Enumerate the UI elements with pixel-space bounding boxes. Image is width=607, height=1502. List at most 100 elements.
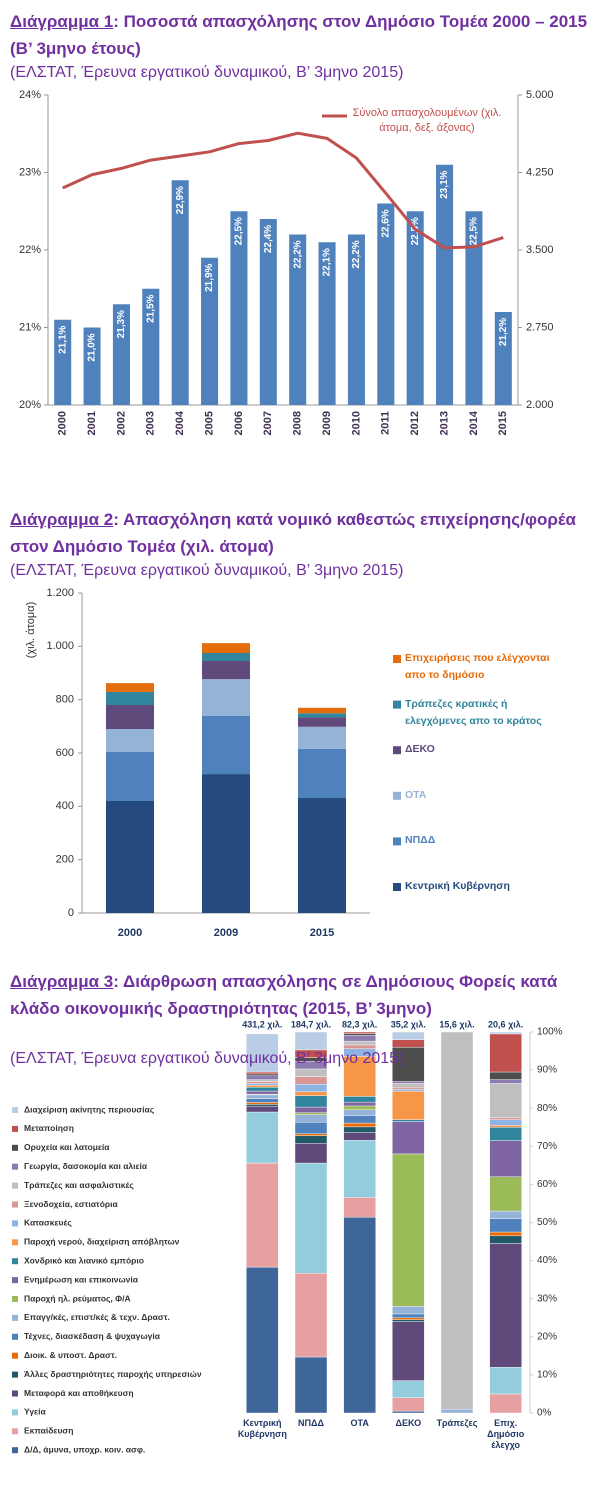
y-tick-label: 1.200 <box>46 587 74 599</box>
x-tick-label: ΟΤΑ <box>350 1418 369 1428</box>
legend-swatch <box>12 1333 18 1340</box>
chart-number: Διάγραμμα 3 <box>10 972 114 991</box>
bar-segment <box>246 1098 279 1103</box>
bar-segment <box>392 1306 425 1315</box>
legend-label: ΝΠΔΔ <box>405 834 436 847</box>
chart-subtitle: (ΕΛΣΤΑΤ, Έρευνα εργατικού δυναμικού, Β’ … <box>10 64 404 81</box>
x-tick-label: 2009 <box>321 411 333 435</box>
bar-value-label: 22,2% <box>292 240 303 268</box>
bar-value-label: 22,2% <box>351 240 362 268</box>
bar-value-label: 22,5% <box>410 217 421 245</box>
legend-label: Ενημέρωση και επικοινωνία <box>24 1274 139 1284</box>
chart-subtitle: (ΕΛΣΤΑΤ, Έρευνα εργατικού δυναμικού, Β’ … <box>10 1050 404 1067</box>
y-tick-label: 100% <box>537 1027 563 1038</box>
legend-swatch <box>393 791 401 800</box>
x-tick-label: 2006 <box>233 411 245 435</box>
bar-segment <box>294 1356 328 1414</box>
bar <box>54 319 72 405</box>
bar-segment <box>343 1109 376 1116</box>
y-tick-label: 80% <box>537 1103 557 1114</box>
bar-segment <box>489 1235 522 1244</box>
legend-swatch <box>12 1258 18 1265</box>
legend-swatch <box>12 1447 18 1454</box>
bar <box>142 288 160 405</box>
legend-swatch <box>12 1390 18 1397</box>
bar-segment <box>202 653 250 661</box>
bar-segment <box>392 1088 425 1092</box>
bar-segment <box>489 1231 522 1237</box>
legend-label: Δ/Δ, άμυνα, υποχρ. κοιν. ασφ. <box>24 1444 145 1454</box>
y-tick-label: 20% <box>537 1331 557 1342</box>
bar-segment <box>246 1266 279 1414</box>
x-tick-label: 2007 <box>262 411 274 435</box>
x-tick-label: 2009 <box>214 927 238 939</box>
bar <box>318 242 336 405</box>
bar-segment <box>294 1122 328 1134</box>
bar-segment <box>246 1075 279 1080</box>
bar-segment <box>298 798 346 913</box>
legend-swatch <box>12 1107 18 1113</box>
x-tick-label: 2000 <box>118 927 142 939</box>
bar-segment <box>246 1111 279 1164</box>
legend-label: Επιχειρήσεις που ελέγχονται απο το δημόσ… <box>405 652 550 681</box>
x-tick-label: 2004 <box>174 410 186 435</box>
x-tick-label: 2003 <box>145 411 157 435</box>
legend-swatch <box>12 1201 18 1208</box>
y2-tick-label: 3.500 <box>526 244 554 256</box>
bar-segment <box>246 1087 279 1092</box>
bar-segment <box>343 1140 376 1198</box>
y-tick-label: 1.000 <box>46 640 74 652</box>
bar-value-label: 22,9% <box>175 186 186 214</box>
legend-label: Ξενοδοχεία, εστιατόρια <box>24 1199 119 1209</box>
legend-label: Τράπεζες και ασφαλιστικές <box>24 1180 134 1190</box>
y2-tick-label: 2.000 <box>526 399 554 411</box>
bar-segment <box>294 1162 328 1274</box>
bar-segment <box>294 1133 328 1136</box>
x-tick-label: Κεντρική Κυβέρνηση <box>237 1418 287 1439</box>
bar-value-label: 22,5% <box>234 217 245 245</box>
legend-label: ΔΕΚΟ <box>405 743 435 756</box>
legend-swatch <box>12 1239 18 1246</box>
legend-label: Μεταποίηση <box>24 1123 74 1133</box>
total-label: 82,3 χιλ. <box>342 1019 377 1029</box>
legend-swatch <box>12 1314 18 1321</box>
bar-segment <box>246 1090 279 1095</box>
chart-number: Διάγραμμα 1 <box>10 12 114 31</box>
legend-label: Κατασκευές <box>24 1218 72 1228</box>
y-tick-label: 600 <box>56 747 74 759</box>
x-tick-label: 2012 <box>409 411 421 435</box>
legend-label: Άλλες δραστηριότητες παροχής υπηρεσιών <box>24 1369 202 1379</box>
bar-segment <box>489 1218 522 1233</box>
bar-segment <box>343 1105 376 1110</box>
bar-segment <box>392 1313 425 1318</box>
y-tick-label: 200 <box>56 854 74 866</box>
legend-label: Μεταφορά και αποθήκευση <box>24 1388 134 1398</box>
bar <box>436 164 454 405</box>
x-tick-label: 2005 <box>203 411 215 435</box>
bar-segment <box>392 1397 425 1412</box>
bar-segment <box>343 1033 376 1036</box>
bar-segment <box>106 691 154 705</box>
chart-number: Διάγραμμα 2 <box>10 510 114 529</box>
bar-segment <box>343 1216 376 1414</box>
bar-segment <box>246 1079 279 1082</box>
bar-segment <box>489 1243 522 1368</box>
x-tick-label: ΔΕΚΟ <box>395 1418 422 1428</box>
bar-segment <box>489 1393 522 1414</box>
y-tick-label: 800 <box>56 694 74 706</box>
bar <box>83 327 101 405</box>
bar-segment <box>106 729 154 752</box>
bar-segment <box>489 1367 522 1395</box>
bar <box>259 219 277 405</box>
bar-segment <box>294 1068 328 1077</box>
legend-swatch <box>393 746 401 755</box>
bar <box>494 312 512 405</box>
chart-title-text: : Απασχόληση κατά νομικό καθεστώς επιχεί… <box>10 510 577 556</box>
bar-segment <box>298 717 346 727</box>
bar-value-label: 22,6% <box>380 209 391 237</box>
bar-segment <box>298 713 346 718</box>
bar-segment <box>392 1083 425 1088</box>
y-tick-label: 20% <box>19 399 41 411</box>
